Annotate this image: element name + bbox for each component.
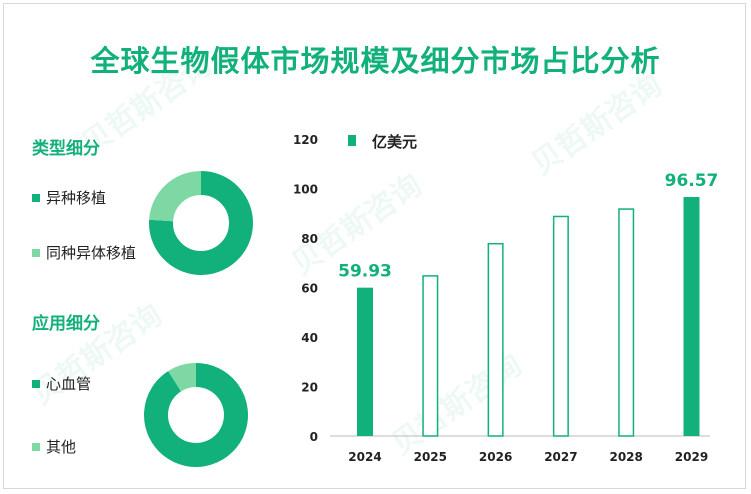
- y-tick-label: 0: [310, 430, 318, 444]
- type-donut-slice: [149, 171, 253, 275]
- legend-label: 亿美元: [372, 133, 417, 151]
- data-label: 96.57: [665, 171, 719, 191]
- legend-item-other: 其他: [32, 436, 76, 457]
- bar-2026: [487, 242, 504, 437]
- bar-2029: [683, 196, 700, 436]
- legend-swatch: [348, 135, 356, 146]
- x-tick-label: 2029: [675, 450, 708, 464]
- bar-2024: [357, 287, 373, 436]
- y-tick-label: 60: [301, 282, 318, 296]
- legend-swatch: [32, 379, 40, 388]
- y-tick-label: 20: [301, 381, 318, 395]
- legend-item-xenograft: 异种移植: [32, 187, 106, 208]
- legend-label: 心血管: [46, 375, 92, 393]
- y-tick-label: 80: [301, 232, 318, 246]
- type-section-title: 类型细分: [32, 139, 100, 159]
- legend-label: 异种移植: [46, 189, 107, 207]
- x-tick-label: 2026: [479, 450, 512, 464]
- application-donut-slice: [168, 363, 197, 392]
- bar-2027: [552, 215, 569, 437]
- x-tick-label: 2025: [414, 450, 447, 464]
- legend-label: 其他: [46, 438, 77, 456]
- legend-label: 同种异体移植: [46, 244, 137, 262]
- legend-swatch: [32, 193, 40, 202]
- x-tick-label: 2024: [348, 450, 381, 464]
- type-donut-slice: [149, 171, 202, 222]
- legend-item-cardiovascular: 心血管: [32, 373, 91, 394]
- x-tick-label: 2028: [609, 450, 642, 464]
- bar-2025: [422, 275, 439, 437]
- application-donut-slice: [144, 363, 248, 467]
- y-tick-label: 40: [301, 331, 318, 345]
- legend-item-allograft: 同种异体移植: [32, 242, 136, 263]
- y-tick-label: 100: [293, 183, 318, 197]
- y-tick-label: 120: [293, 133, 318, 147]
- legend-swatch: [32, 248, 40, 257]
- application-section-title: 应用细分: [32, 314, 100, 334]
- page-title: 全球生物假体市场规模及细分市场占比分析: [90, 44, 661, 78]
- data-label: 59.93: [338, 262, 392, 282]
- x-tick-label: 2027: [544, 450, 577, 464]
- legend-swatch: [32, 442, 40, 451]
- bar-2028: [618, 208, 635, 437]
